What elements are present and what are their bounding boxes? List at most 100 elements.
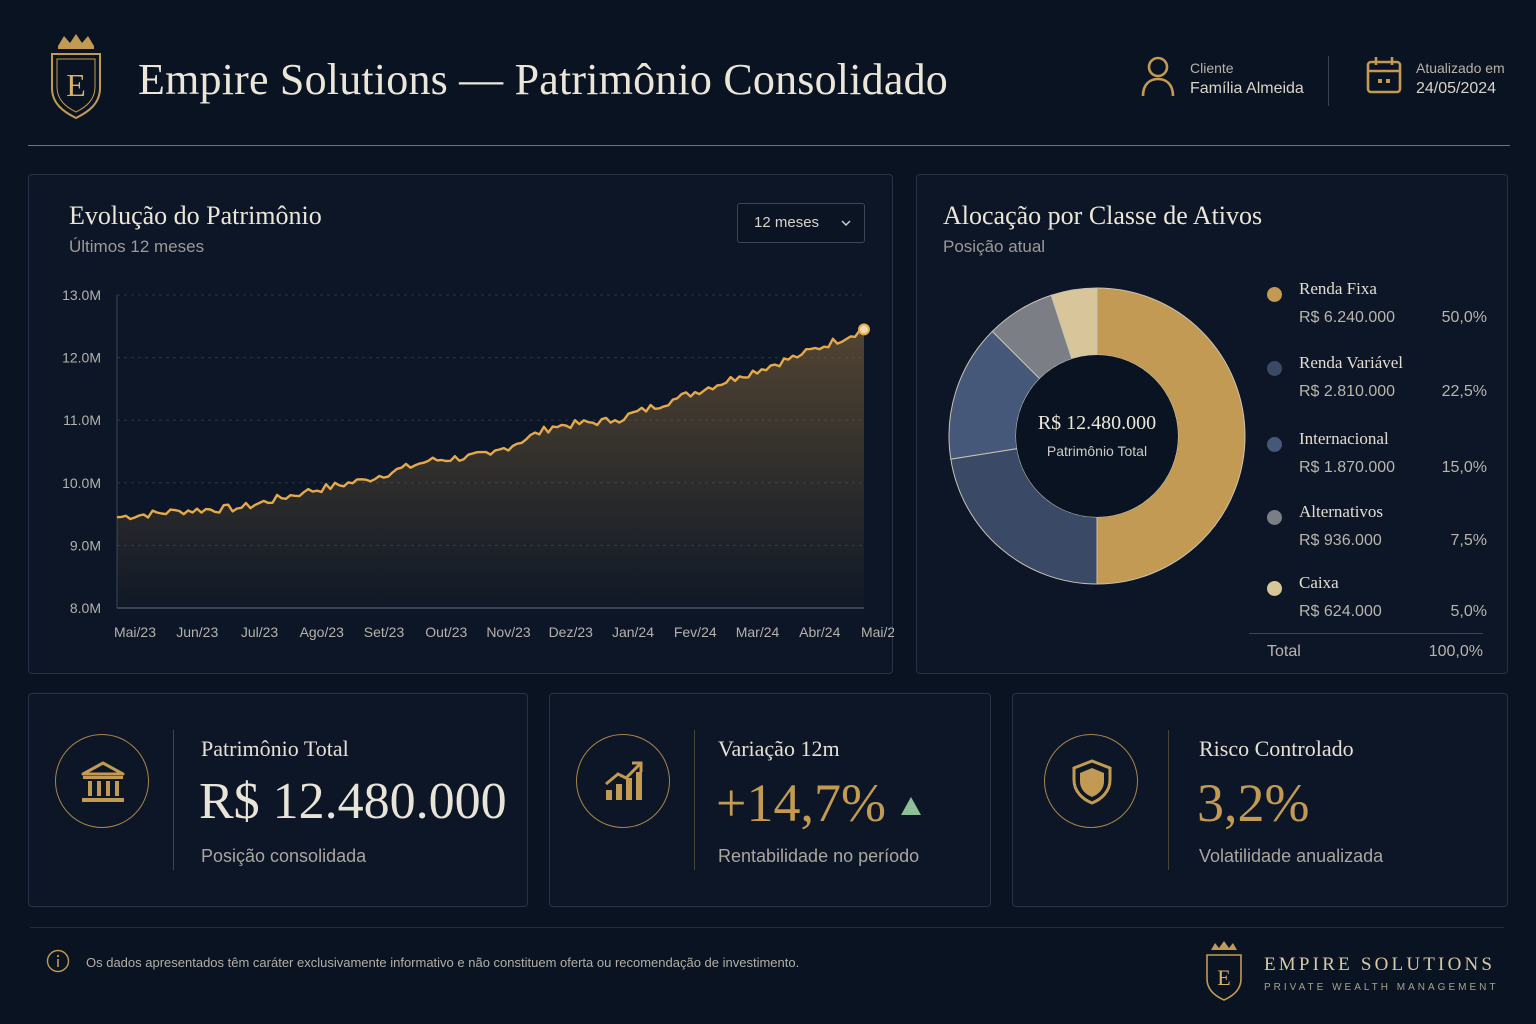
legend-amount: R$ 6.240.000 [1299,309,1396,326]
footer-brand: EMPIRE SOLUTIONS [1264,954,1496,975]
page-title: Empire Solutions — Patrimônio Consolidad… [138,55,948,104]
legend-total-percent: 100,0% [1428,643,1483,660]
growth-chart-icon [605,761,643,800]
range-select[interactable]: 12 meses [737,203,865,243]
legend-swatch [1267,361,1282,376]
evolution-chart: 8.0M 9.0M 10.0M 11.0M 12.0M 13.0M Mai/23 Jun/2… [62,287,894,640]
kpi-label: Risco Controlado [1199,736,1354,761]
donut-center-label: Patrimônio Total [1047,443,1147,459]
up-triangle-icon [901,797,921,815]
legend-swatch [1267,437,1282,452]
x-tick-label: Ago/23 [300,624,345,640]
legend-amount: R$ 624.000 [1299,603,1382,620]
kpi-card-variation: Variação 12m +14,7% Rentabilidade no per… [549,693,991,907]
donut-hole [1016,355,1178,517]
legend-swatch [1267,581,1282,596]
x-tick-label: Mai/24 [861,624,894,640]
empire-crest-logo: E [51,34,101,120]
kpi-value: R$ 12.480.000 [199,773,507,830]
kpi-subtitle: Rentabilidade no período [718,846,920,866]
legend-name: Alternativos [1299,502,1384,521]
kpi-icon-frame [1044,734,1138,828]
shield-icon [1072,759,1112,805]
chart-end-point [858,323,870,336]
header: E Empire Solutions — Patrimônio Consolid… [28,24,1510,146]
kpi-subtitle: Posição consolidada [201,846,367,866]
header-divider [1328,56,1329,106]
x-tick-label: Mai/23 [114,624,156,640]
legend-total-label: Total [1267,643,1301,660]
legend-name: Renda Fixa [1299,279,1377,298]
x-tick-label: Abr/24 [799,624,840,640]
kpi-label: Patrimônio Total [201,736,349,761]
allocation-donut: R$ 12.480.000 Patrimônio Total [948,287,1246,585]
legend-percent: 15,0% [1441,459,1487,476]
evolution-subtitle: Últimos 12 meses [69,237,205,256]
kpi-value: +14,7% [716,773,886,833]
footer-divider [30,927,1504,928]
kpi-icon-frame [576,734,670,828]
evolution-panel: Evolução do Patrimônio Últimos 12 meses … [28,174,894,674]
kpi-card-risk: Risco Controlado 3,2% Volatilidade anual… [1012,693,1508,907]
y-tick-label: 8.0M [70,600,101,616]
kpi-card-total: Patrimônio Total R$ 12.480.000 Posição c… [28,693,528,907]
updated-info: Atualizado em 24/05/2024 [1364,54,1505,98]
y-tick-label: 10.0M [62,475,101,491]
legend-amount: R$ 2.810.000 [1299,383,1396,400]
x-tick-label: Nov/23 [486,624,531,640]
allocation-panel: Alocação por Classe de Ativos Posição at… [916,174,1508,674]
x-tick-label: Jul/23 [241,624,279,640]
x-tick-label: Dez/23 [549,624,594,640]
donut-center-value: R$ 12.480.000 [1038,412,1156,434]
y-tick-label: 12.0M [62,350,101,366]
y-tick-label: 13.0M [62,287,101,303]
calendar-icon [1366,57,1402,94]
x-tick-label: Jun/23 [176,624,218,640]
disclaimer-text: Os dados apresentados têm caráter exclus… [86,955,800,970]
x-tick-label: Out/23 [425,624,467,640]
client-info: Cliente Família Almeida [1138,54,1304,98]
legend-swatch [1267,510,1282,525]
x-tick-label: Jan/24 [612,624,654,640]
y-tick-label: 11.0M [63,412,101,428]
updated-date: 24/05/2024 [1416,80,1497,97]
allocation-subtitle: Posição atual [943,237,1046,256]
bank-icon [81,761,125,802]
kpi-divider [694,730,695,870]
svg-text:E: E [1217,965,1230,990]
footer-tagline: PRIVATE WEALTH MANAGEMENT [1264,982,1499,993]
legend-name: Caixa [1299,573,1339,592]
range-select-value: 12 meses [754,214,820,231]
legend-percent: 22,5% [1441,383,1487,400]
kpi-divider [173,730,174,870]
legend-percent: 5,0% [1450,603,1487,620]
footer-crest-logo: E [1206,941,1242,1001]
y-tick-label: 9.0M [70,537,101,553]
legend-percent: 7,5% [1450,532,1487,549]
x-tick-label: Fev/24 [674,624,717,640]
x-tick-label: Mar/24 [736,624,780,640]
legend-amount: R$ 936.000 [1299,532,1382,549]
kpi-subtitle: Volatilidade anualizada [1199,846,1384,866]
evolution-title: Evolução do Patrimônio [69,201,322,230]
updated-label: Atualizado em [1416,60,1505,76]
chevron-down-icon [841,220,851,226]
legend-name: Internacional [1299,429,1389,448]
legend-divider [1249,633,1483,634]
client-name: Família Almeida [1190,80,1304,97]
x-tick-label: Set/23 [364,624,405,640]
legend-name: Renda Variável [1299,353,1404,372]
allocation-title: Alocação por Classe de Ativos [943,201,1263,230]
kpi-label: Variação 12m [718,736,840,761]
legend-percent: 50,0% [1441,309,1487,326]
chart-line [116,328,865,521]
client-label: Cliente [1190,60,1234,76]
kpi-icon-frame [55,734,149,828]
kpi-divider [1168,730,1169,870]
svg-text:E: E [66,67,86,103]
info-icon [46,949,70,973]
legend-swatch [1267,287,1282,302]
user-icon [1141,56,1175,97]
legend-amount: R$ 1.870.000 [1299,459,1396,476]
kpi-value: 3,2% [1197,773,1310,833]
